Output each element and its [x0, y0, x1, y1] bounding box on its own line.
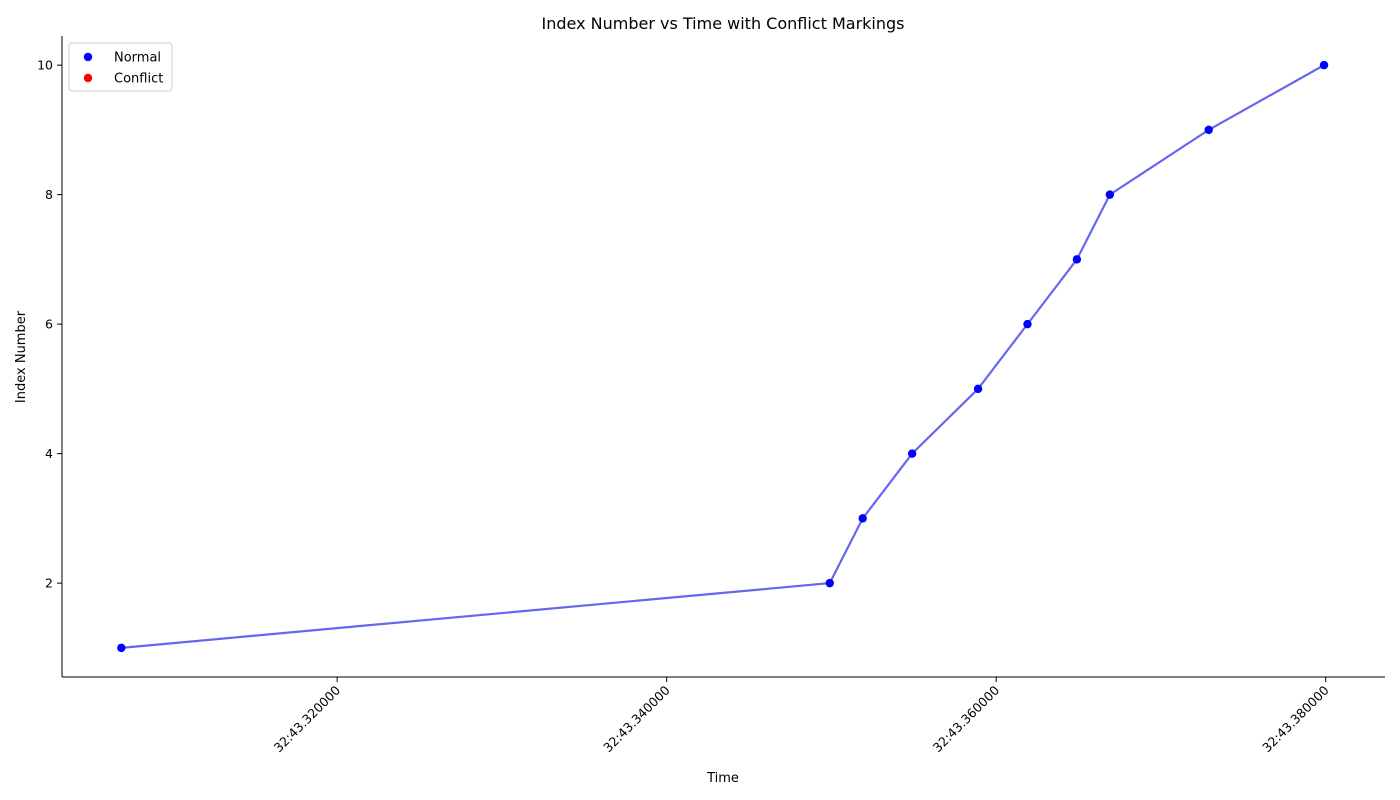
legend-label: Conflict: [114, 72, 163, 87]
normal-point: [973, 384, 983, 394]
y-tick-label: 8: [45, 187, 53, 202]
normal-point: [1204, 125, 1213, 135]
axes: [61, 36, 1385, 678]
y-tick-label: 4: [45, 446, 53, 461]
x-tick-label: 32:43.380000: [1259, 682, 1332, 755]
y-tick-label: 2: [45, 576, 53, 591]
normal-point: [1072, 255, 1082, 264]
legend-label: Normal: [114, 51, 161, 66]
legend-marker: [83, 73, 93, 83]
y-tick-label: 10: [37, 58, 53, 73]
x-tick-label: 32:43.360000: [930, 682, 1003, 755]
plot-area: [117, 60, 1329, 653]
chart-title: Index Number vs Time with Conflict Marki…: [542, 14, 905, 33]
normal-point: [825, 578, 834, 588]
y-axis-label: Index Number: [14, 310, 29, 403]
normal-point: [858, 514, 867, 523]
x-axis-label: Time: [706, 771, 739, 786]
legend-box: [68, 42, 173, 92]
y-tick-label: 6: [45, 317, 53, 332]
normal-point: [1319, 60, 1329, 70]
normal-point: [907, 449, 917, 458]
normal-point: [1105, 190, 1115, 199]
x-tick-label: 32:43.340000: [600, 682, 673, 755]
legend-marker: [83, 52, 93, 62]
x-tick-label: 32:43.320000: [271, 682, 344, 755]
series-line: [121, 64, 1325, 649]
normal-point: [117, 643, 126, 653]
ticks: 32:43.320000 32:43.340000 32:43.360000 32:4…: [37, 58, 1332, 756]
normal-point: [1023, 319, 1032, 329]
legend: Normal Conflict: [68, 42, 173, 92]
